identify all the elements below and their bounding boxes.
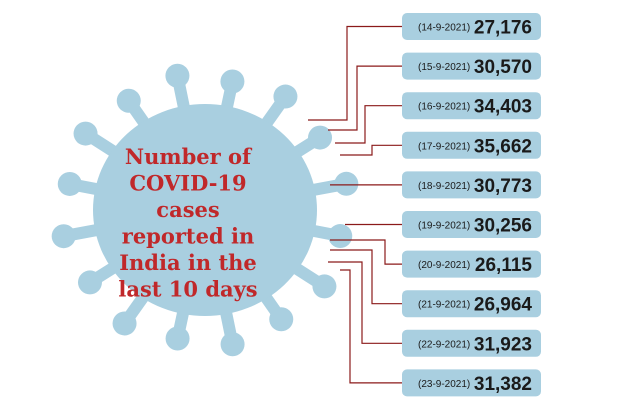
spike-knob <box>220 332 245 357</box>
title-line: cases <box>156 197 219 222</box>
connector <box>330 249 402 305</box>
spike-knob <box>116 88 141 113</box>
case-count: 30,570 <box>474 57 532 78</box>
spike-knob <box>112 311 137 336</box>
title-line: India in the <box>119 250 257 275</box>
connector <box>335 105 402 144</box>
spike-knob <box>328 224 353 249</box>
spike-knob <box>220 69 245 94</box>
date-label: (14-9-2021) <box>418 23 470 34</box>
title-line: COVID-19 <box>129 171 246 196</box>
spike-knob <box>77 270 102 295</box>
connector <box>340 144 402 156</box>
date-label: (21-9-2021) <box>418 300 470 311</box>
connectors <box>308 25 402 384</box>
case-count: 27,176 <box>474 18 532 39</box>
connector <box>308 25 402 121</box>
spike-knob <box>308 125 333 150</box>
case-box <box>402 250 541 278</box>
connector <box>330 239 402 265</box>
date-label: (23-9-2021) <box>418 379 470 390</box>
case-box <box>402 290 541 318</box>
date-label: (20-9-2021) <box>418 260 470 271</box>
case-count: 30,773 <box>474 176 532 197</box>
date-label: (18-9-2021) <box>418 181 470 192</box>
spike-knob <box>334 171 359 196</box>
case-box <box>402 92 541 120</box>
connector <box>328 261 402 344</box>
case-box <box>402 13 541 40</box>
case-box <box>402 52 541 80</box>
case-box <box>402 211 541 238</box>
title-line: Number of <box>125 144 253 169</box>
virus-illustration <box>51 63 359 357</box>
spike-knob <box>57 171 82 196</box>
date-label: (22-9-2021) <box>418 339 470 350</box>
case-count: 31,382 <box>474 374 532 395</box>
date-label: (19-9-2021) <box>418 221 470 232</box>
case-count: 34,403 <box>474 97 532 118</box>
date-label: (15-9-2021) <box>418 62 470 73</box>
date-label: (16-9-2021) <box>418 102 470 113</box>
connector <box>340 269 402 384</box>
case-count: 31,923 <box>474 334 532 355</box>
spike-knob <box>312 274 337 299</box>
case-count: 26,964 <box>474 295 533 316</box>
case-list: (14-9-2021) 27,176 (15-9-2021) 30,570 (16-9-… <box>402 13 541 397</box>
spike-knob <box>165 326 190 351</box>
spike-knob <box>165 63 190 88</box>
case-box <box>402 329 541 357</box>
title-line: reported in <box>122 224 254 249</box>
case-box <box>402 131 541 159</box>
connector <box>328 65 402 131</box>
title-line: last 10 days <box>118 277 257 302</box>
spike-knob <box>73 121 98 146</box>
case-count: 35,662 <box>474 136 532 157</box>
virus-body <box>93 104 317 316</box>
case-box <box>402 171 541 199</box>
spike-knob <box>269 307 294 332</box>
case-count: 30,256 <box>474 216 532 237</box>
case-count: 26,115 <box>475 255 532 276</box>
case-box <box>402 369 541 397</box>
spike-knob <box>51 224 76 249</box>
date-label: (17-9-2021) <box>418 141 470 152</box>
spike-knob <box>273 84 298 109</box>
